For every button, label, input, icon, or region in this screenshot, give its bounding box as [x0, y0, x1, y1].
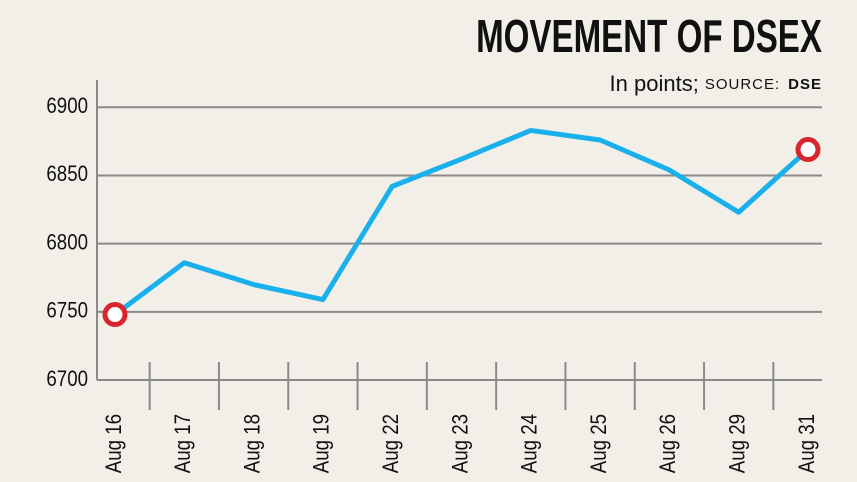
source-label: SOURCE:	[705, 76, 780, 93]
x-tick-label: Aug 18	[241, 414, 265, 473]
chart-title: MOVEMENT OF DSEX	[476, 12, 822, 62]
x-tick-label: Aug 23	[449, 414, 473, 473]
y-tick-label: 6900	[46, 95, 88, 119]
x-tick-label: Aug 22	[380, 414, 404, 473]
x-tick-label: Aug 16	[102, 414, 126, 473]
x-tick-label: Aug 17	[172, 414, 196, 473]
y-tick-label: 6800	[46, 231, 88, 255]
end-marker	[102, 302, 128, 328]
end-marker	[795, 137, 821, 163]
chart-subtitle: In points; SOURCE: DSE	[610, 71, 822, 96]
x-tick-label: Aug 24	[518, 414, 542, 473]
y-tick-label: 6850	[46, 163, 88, 187]
x-tick-label: Aug 31	[795, 414, 819, 473]
x-tick-label: Aug 19	[310, 414, 334, 473]
source: DSE	[788, 76, 822, 93]
x-tick-label: Aug 29	[726, 414, 750, 473]
subtitle: In points;	[610, 71, 699, 96]
y-tick-label: 6750	[46, 299, 88, 323]
data-line	[113, 127, 810, 317]
x-tick-label: Aug 26	[657, 414, 681, 473]
y-tick-label: 6700	[46, 367, 88, 391]
x-tick-label: Aug 25	[588, 414, 612, 473]
